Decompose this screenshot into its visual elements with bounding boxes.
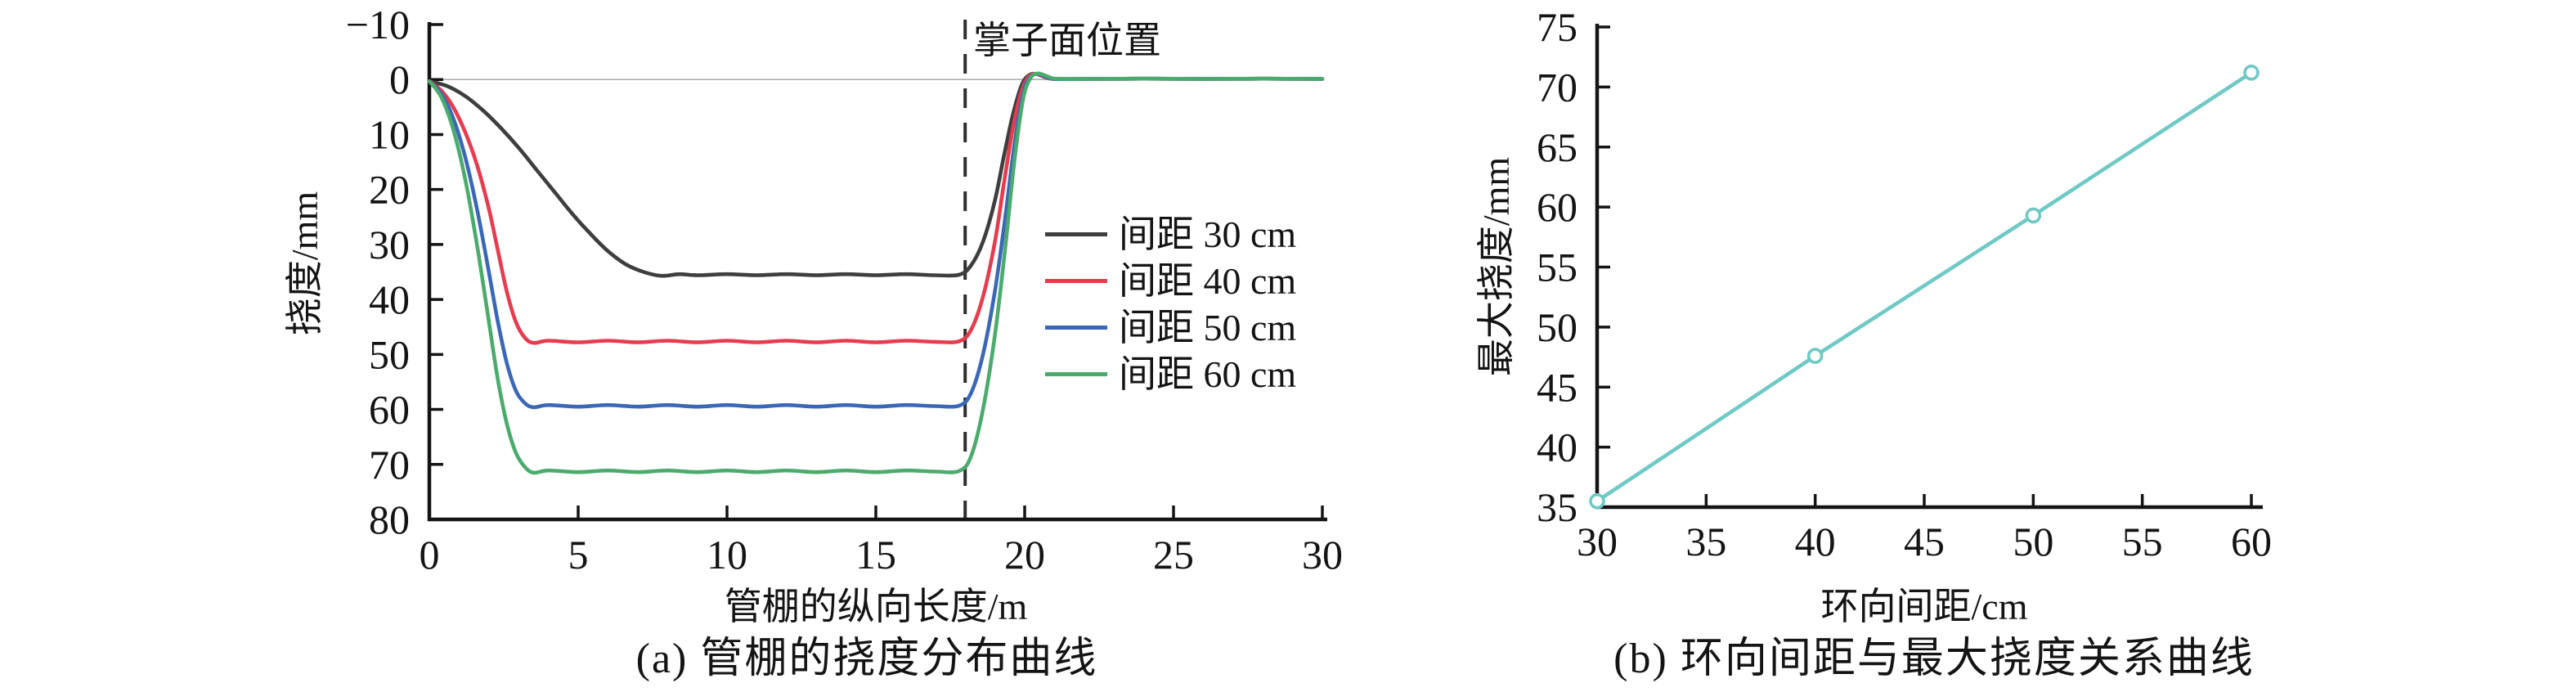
legend-label-40cm: 间距 40 cm xyxy=(1119,259,1297,302)
legend-swatch-60cm xyxy=(1045,372,1107,376)
svg-text:15: 15 xyxy=(855,532,896,577)
svg-text:30: 30 xyxy=(1302,532,1343,577)
svg-text:10: 10 xyxy=(707,532,747,577)
legend-item-60cm: 间距 60 cm xyxy=(1045,351,1296,398)
svg-text:45: 45 xyxy=(1904,519,1945,564)
svg-text:55: 55 xyxy=(2122,519,2163,564)
caption-chart-b: (b) 环向间距与最大挠度关系曲线 xyxy=(1613,636,2255,682)
legend-item-50cm: 间距 50 cm xyxy=(1045,304,1296,351)
svg-text:50: 50 xyxy=(369,331,410,377)
legend: 间距 30 cm 间距 40 cm 间距 50 cm 间距 60 cm xyxy=(1045,211,1296,398)
svg-text:40: 40 xyxy=(1537,425,1577,470)
legend-label-50cm: 间距 50 cm xyxy=(1119,306,1297,348)
legend-swatch-50cm xyxy=(1045,326,1107,330)
svg-text:30: 30 xyxy=(1577,519,1618,564)
svg-text:0: 0 xyxy=(389,56,410,102)
svg-text:50: 50 xyxy=(2013,519,2053,564)
svg-text:−10: −10 xyxy=(346,2,410,47)
svg-text:60: 60 xyxy=(369,387,410,433)
svg-text:0: 0 xyxy=(420,532,440,577)
svg-text:70: 70 xyxy=(1537,64,1577,110)
legend-item-30cm: 间距 30 cm xyxy=(1045,211,1296,258)
y-axis-title-max-deflection: 最大挠度/mm xyxy=(1475,156,1517,377)
svg-text:65: 65 xyxy=(1537,124,1577,170)
svg-text:30: 30 xyxy=(369,222,410,267)
legend-label-30cm: 间距 30 cm xyxy=(1119,213,1297,255)
legend-swatch-40cm xyxy=(1045,279,1107,283)
legend-swatch-30cm xyxy=(1045,232,1107,236)
svg-text:60: 60 xyxy=(2231,519,2272,564)
svg-text:20: 20 xyxy=(369,167,410,213)
caption-chart-a: (a) 管棚的挠度分布曲线 xyxy=(635,636,1098,682)
svg-text:60: 60 xyxy=(1537,184,1577,230)
svg-text:80: 80 xyxy=(369,497,410,542)
svg-text:5: 5 xyxy=(568,532,589,577)
svg-text:35: 35 xyxy=(1685,519,1726,564)
svg-text:40: 40 xyxy=(369,276,410,322)
svg-text:75: 75 xyxy=(1537,4,1577,50)
svg-text:25: 25 xyxy=(1153,532,1194,577)
svg-text:20: 20 xyxy=(1004,532,1045,577)
legend-item-40cm: 间距 40 cm xyxy=(1045,258,1296,304)
legend-label-60cm: 间距 60 cm xyxy=(1119,353,1297,395)
face-position-annotation: 掌子面位置 xyxy=(973,20,1161,61)
svg-text:10: 10 xyxy=(369,111,410,157)
y-axis-title-deflection: 挠度/mm xyxy=(284,191,325,336)
x-axis-title-circumferential-spacing: 环向间距/cm xyxy=(1820,586,2028,627)
svg-text:35: 35 xyxy=(1537,484,1577,530)
svg-text:55: 55 xyxy=(1537,245,1577,290)
svg-text:40: 40 xyxy=(1795,519,1836,564)
svg-text:50: 50 xyxy=(1537,304,1577,350)
x-axis-title-longitudinal-length: 管棚的纵向长度/m xyxy=(724,586,1028,627)
svg-text:45: 45 xyxy=(1537,364,1577,410)
svg-text:70: 70 xyxy=(369,442,410,488)
